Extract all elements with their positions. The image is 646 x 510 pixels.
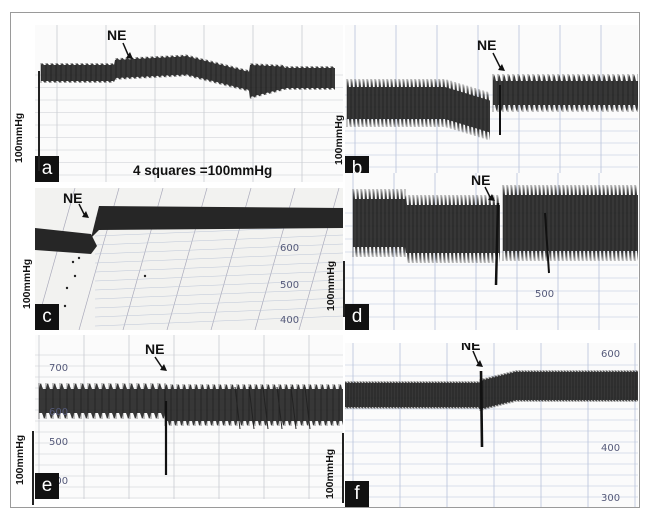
panel-f-trace xyxy=(345,343,638,507)
panel-letter-c: c xyxy=(35,304,59,330)
y-label-a: 100mmHg xyxy=(13,112,25,163)
ne-label-e: NE xyxy=(145,341,165,357)
panel-d-trace xyxy=(345,173,638,330)
panel-letter-f: f xyxy=(345,481,369,507)
y-label-b: 100mmHg xyxy=(333,114,345,165)
panel-letter-d: d xyxy=(345,304,369,330)
panel-c-trace xyxy=(35,188,343,330)
y-label-f: 100mmHg xyxy=(324,448,336,499)
panel-f: NE 600 400 300 f xyxy=(345,343,638,507)
panel-letter-e: e xyxy=(35,473,59,499)
figure-frame: NE 4 squares =100mmHg a NE b NE 600 500 … xyxy=(10,12,640,508)
tick-c-600: 600 xyxy=(280,243,300,254)
y-label-d: 100mmHg xyxy=(325,260,337,311)
tick-c-500: 500 xyxy=(280,280,300,291)
panel-c: NE 600 500 400 c xyxy=(35,188,343,330)
panel-e: NE 700 600 500 400 e xyxy=(35,335,343,499)
scale-bar-f xyxy=(342,433,344,503)
ne-label-a: NE xyxy=(107,27,127,43)
scale-bar-a xyxy=(38,71,40,171)
tick-f-600: 600 xyxy=(601,349,621,360)
ne-label-b: NE xyxy=(477,37,497,53)
panel-d: NE 500 d xyxy=(345,173,638,330)
y-label-c: 100mmHg xyxy=(21,258,33,309)
panel-e-trace xyxy=(35,335,343,499)
tick-e-700: 700 xyxy=(49,363,69,374)
tick-e-600: 600 xyxy=(49,407,69,418)
ne-label-f: NE xyxy=(461,343,481,353)
panel-b: NE b xyxy=(345,25,638,182)
scale-note: 4 squares =100mmHg xyxy=(133,163,273,178)
y-label-e: 100mmHg xyxy=(14,434,26,485)
panel-a-trace xyxy=(35,25,343,182)
panel-b-trace xyxy=(345,25,638,182)
tick-f-300: 300 xyxy=(601,493,621,504)
tick-c-400: 400 xyxy=(280,315,300,326)
ne-label-c: NE xyxy=(63,190,83,206)
tick-e-500: 500 xyxy=(49,437,69,448)
tick-f-400: 400 xyxy=(601,443,621,454)
panel-a: NE 4 squares =100mmHg a xyxy=(35,25,343,182)
ne-label-d: NE xyxy=(471,173,491,188)
scale-bar-e xyxy=(32,431,34,505)
tick-d-500: 500 xyxy=(535,289,555,300)
scale-bar-d xyxy=(343,261,345,317)
